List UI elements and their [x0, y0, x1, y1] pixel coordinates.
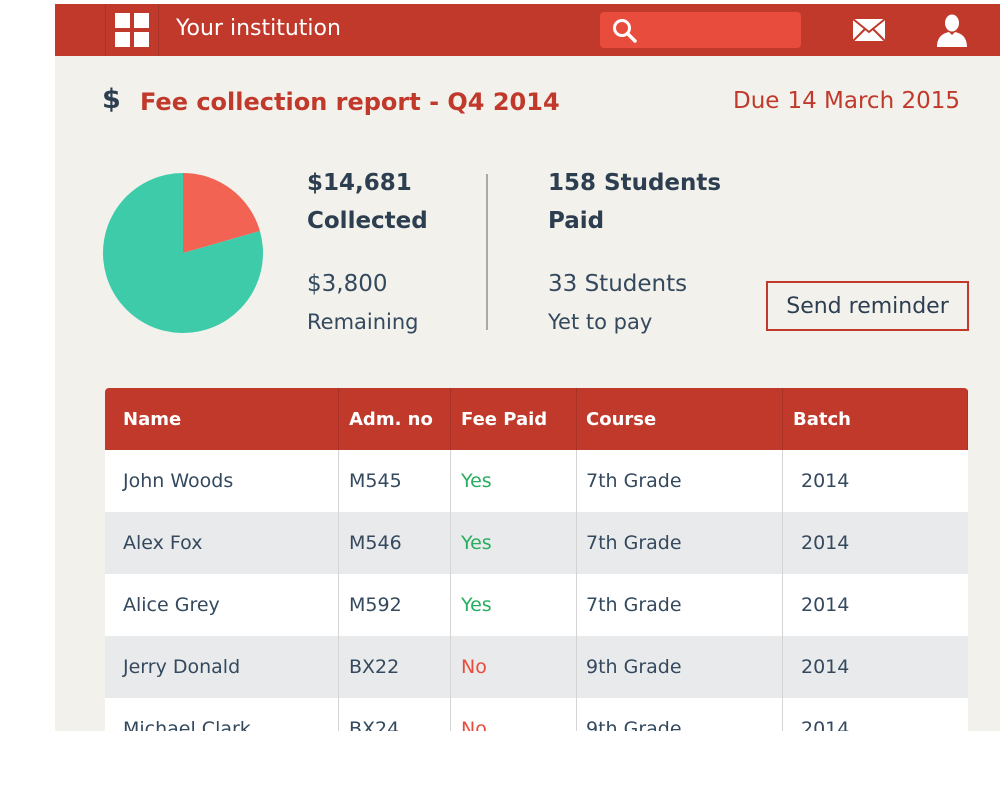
institution-name[interactable]: Your institution: [176, 16, 341, 41]
cell-fee-paid: Yes: [451, 450, 577, 512]
due-label: Due: [733, 88, 780, 114]
pie-slice-remaining: [183, 173, 260, 253]
cell-name: Alex Fox: [105, 512, 339, 574]
remaining-label: Remaining: [307, 310, 419, 334]
report-title: Fee collection report - Q4 2014: [140, 88, 560, 116]
cell-course: 7th Grade: [577, 512, 783, 574]
table-row[interactable]: Michael Clark BX24 No 9th Grade 2014: [105, 698, 968, 731]
cell-name: Alice Grey: [105, 574, 339, 636]
top-bar: Your institution: [55, 4, 1000, 56]
column-header-fee-paid[interactable]: Fee Paid: [451, 388, 577, 450]
cell-name: John Woods: [105, 450, 339, 512]
column-header-name[interactable]: Name: [105, 388, 339, 450]
cell-course: 9th Grade: [577, 636, 783, 698]
due-date-label: Due 14 March 2015: [733, 86, 960, 116]
collected-amount: $14,681: [307, 170, 412, 196]
paid-students-label: Paid: [548, 208, 605, 234]
stats-divider: [486, 174, 488, 330]
pie-slice-collected: [103, 173, 263, 333]
cell-batch: 2014: [801, 718, 850, 731]
cell-course: 9th Grade: [577, 698, 783, 731]
students-fee-table: Name Adm. no Fee Paid Course Batch John …: [105, 388, 968, 731]
cell-fee-paid: Yes: [451, 574, 577, 636]
remaining-amount: $3,800: [307, 271, 388, 297]
column-header-adm-no[interactable]: Adm. no: [339, 388, 451, 450]
search-box[interactable]: [600, 12, 801, 48]
cell-adm-no: BX22: [339, 636, 451, 698]
grid-icon: [115, 13, 149, 47]
mail-icon[interactable]: [852, 17, 886, 43]
table-row[interactable]: John Woods M545 Yes 7th Grade 2014: [105, 450, 968, 512]
table-header: Name Adm. no Fee Paid Course Batch: [105, 388, 968, 450]
cell-name: Michael Clark: [105, 698, 339, 731]
unpaid-students-count: 33 Students: [548, 271, 688, 297]
paid-students-count: 158 Students: [548, 170, 722, 196]
cell-adm-no: M545: [339, 450, 451, 512]
cell-batch: 2014: [801, 532, 850, 554]
cell-fee-paid: No: [451, 698, 577, 731]
cell-name: Jerry Donald: [105, 636, 339, 698]
cell-batch: 2014: [801, 594, 850, 616]
due-date: 14 March 2015: [787, 88, 960, 114]
report-header: $ Fee collection report - Q4 2014 Due 14 …: [55, 79, 1000, 119]
cell-batch: 2014: [801, 656, 850, 678]
dollar-icon: $: [102, 84, 121, 115]
cell-adm-no: M546: [339, 512, 451, 574]
column-header-batch[interactable]: Batch: [783, 388, 968, 450]
fee-collection-pie-chart: [103, 173, 263, 333]
table-row[interactable]: Alice Grey M592 Yes 7th Grade 2014: [105, 574, 968, 636]
cell-fee-paid: Yes: [451, 512, 577, 574]
collected-label: Collected: [307, 208, 428, 234]
user-icon[interactable]: [935, 13, 969, 47]
cell-fee-paid: No: [451, 636, 577, 698]
cell-batch: 2014: [801, 470, 850, 492]
unpaid-students-label: Yet to pay: [548, 310, 653, 334]
search-icon[interactable]: [612, 18, 638, 44]
table-row[interactable]: Alex Fox M546 Yes 7th Grade 2014: [105, 512, 968, 574]
column-header-course[interactable]: Course: [577, 388, 783, 450]
app-window: Your institution $ Fee collection report…: [55, 4, 1000, 731]
send-reminder-button[interactable]: Send reminder: [766, 281, 969, 331]
search-input[interactable]: [644, 12, 794, 48]
table-row[interactable]: Jerry Donald BX22 No 9th Grade 2014: [105, 636, 968, 698]
cell-adm-no: M592: [339, 574, 451, 636]
cell-course: 7th Grade: [577, 450, 783, 512]
cell-adm-no: BX24: [339, 698, 451, 731]
app-menu-button[interactable]: [105, 4, 159, 56]
cell-course: 7th Grade: [577, 574, 783, 636]
